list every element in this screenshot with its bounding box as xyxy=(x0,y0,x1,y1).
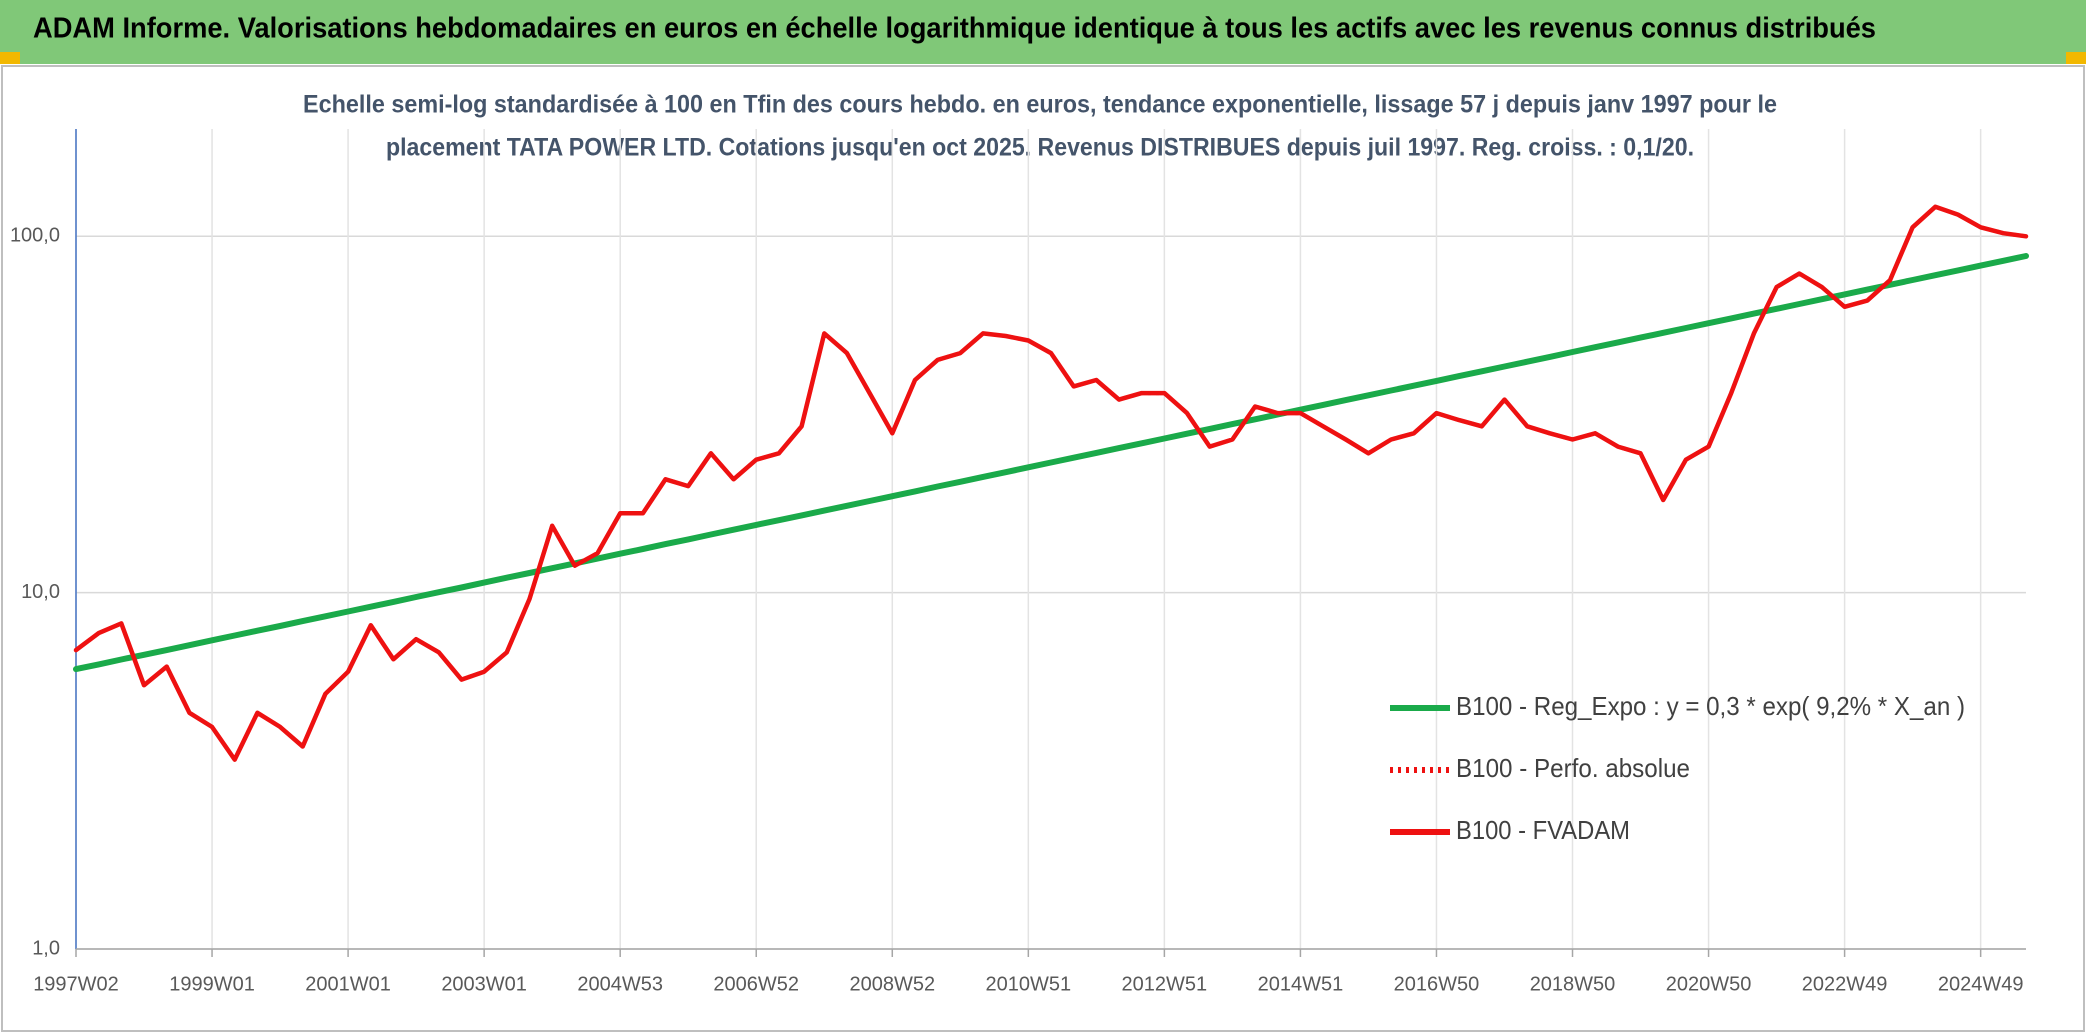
x-tick-label: 2022W49 xyxy=(1802,973,1888,995)
x-tick-label: 2012W51 xyxy=(1122,973,1208,995)
chart-subtitle: placement TATA POWER LTD. Cotations jusq… xyxy=(386,134,1694,162)
data-line xyxy=(73,204,2029,762)
corner-mark xyxy=(2066,52,2086,64)
chart-title: ADAM Informe. Valorisations hebdomadaire… xyxy=(33,13,1876,45)
x-tick-label: 2001W01 xyxy=(305,973,391,995)
y-tick-label: 10,0 xyxy=(21,581,60,603)
x-tick-label: 2006W52 xyxy=(713,973,799,995)
x-tick-label: 2024W49 xyxy=(1938,973,2024,995)
chart-subtitle: Echelle semi-log standardisée à 100 en T… xyxy=(303,91,1777,119)
title-band xyxy=(0,0,2086,64)
data-line xyxy=(73,253,2029,673)
x-tick-label: 2008W52 xyxy=(849,973,935,995)
legend-label: B100 - Perfo. absolue xyxy=(1456,753,1690,783)
x-tick-label: 2010W51 xyxy=(986,973,1072,995)
x-tick-label: 1999W01 xyxy=(169,973,255,995)
legend-label: B100 - FVADAM xyxy=(1456,815,1630,845)
x-tick-label: 2003W01 xyxy=(441,973,527,995)
x-tick-label: 2016W50 xyxy=(1394,973,1480,995)
y-tick-label: 100,0 xyxy=(10,225,60,247)
x-tick-label: 2004W53 xyxy=(577,973,663,995)
y-tick-label: 1,0 xyxy=(32,937,60,959)
x-tick-label: 1997W02 xyxy=(33,973,119,995)
chart-frame xyxy=(1,65,2085,1032)
legend-label: B100 - Reg_Expo : y = 0,3 * exp( 9,2% * … xyxy=(1456,691,1965,721)
x-tick-label: 2018W50 xyxy=(1530,973,1616,995)
corner-mark xyxy=(0,52,20,64)
x-tick-label: 2014W51 xyxy=(1258,973,1344,995)
x-tick-label: 2020W50 xyxy=(1666,973,1752,995)
